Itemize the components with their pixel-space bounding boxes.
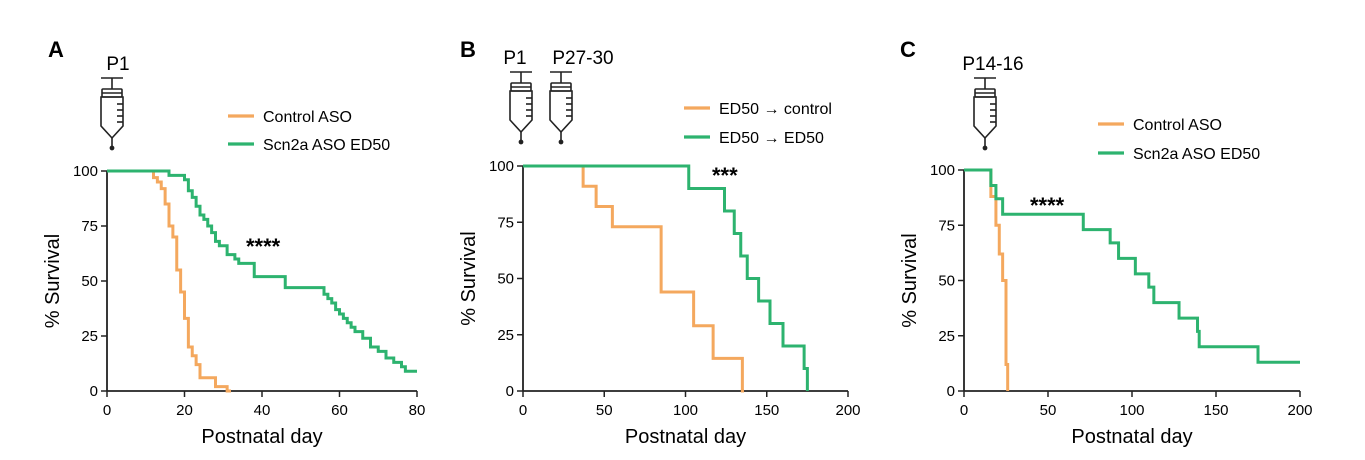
series-line-2 xyxy=(964,168,1300,364)
y-tick-label: 25 xyxy=(497,327,514,344)
panel-c: C P14-16 0 50 100 150 200 0 25 50 75 100 Postnatal d… xyxy=(899,37,1313,448)
x-tick-label: 0 xyxy=(519,402,527,419)
y-tick-label: 0 xyxy=(506,383,514,400)
y-tick-label: 50 xyxy=(81,273,98,290)
panel-letter: B xyxy=(460,37,476,62)
y-tick-label: 50 xyxy=(497,271,514,288)
y-tick-label: 0 xyxy=(90,383,98,400)
x-tick-label: 150 xyxy=(754,402,779,419)
injection-label: P14-16 xyxy=(962,54,1023,75)
x-tick-label: 100 xyxy=(1119,402,1144,419)
significance-annotation: **** xyxy=(246,234,281,259)
x-tick-label: 100 xyxy=(673,402,698,419)
x-tick-label: 80 xyxy=(409,402,426,419)
x-axis-title: Postnatal day xyxy=(201,426,322,448)
series-line-2 xyxy=(523,164,809,391)
injection-label: P1 xyxy=(106,54,129,75)
significance-annotation: **** xyxy=(1030,193,1065,218)
series-line-1 xyxy=(523,164,744,393)
y-tick-label: 25 xyxy=(81,328,98,345)
legend-label: ED50 → control xyxy=(719,101,832,118)
y-axis-title: % Survival xyxy=(42,234,64,328)
legend-label: Control ASO xyxy=(263,109,352,126)
y-tick-label: 100 xyxy=(73,163,98,180)
y-tick-label: 75 xyxy=(938,217,955,234)
panel-b: B P1 P27-30 0 50 100 150 200 0 25 50 75 100 Postnatal… xyxy=(458,37,861,448)
y-tick-label: 25 xyxy=(938,328,955,345)
series-line-1 xyxy=(107,169,231,393)
panel-letter: C xyxy=(900,37,916,62)
significance-annotation: *** xyxy=(712,163,738,188)
y-tick-label: 0 xyxy=(947,383,955,400)
syringe-icon xyxy=(509,71,533,145)
syringe-icon xyxy=(100,77,124,151)
x-tick-label: 0 xyxy=(960,402,968,419)
x-tick-label: 0 xyxy=(103,402,111,419)
syringe-icon xyxy=(973,77,997,151)
injection-label: P1 xyxy=(503,48,526,69)
y-tick-label: 100 xyxy=(489,158,514,175)
x-tick-label: 200 xyxy=(835,402,860,419)
syringe-icon xyxy=(549,71,573,145)
x-tick-label: 150 xyxy=(1203,402,1228,419)
x-tick-label: 200 xyxy=(1287,402,1312,419)
y-tick-label: 75 xyxy=(81,218,98,235)
x-tick-label: 40 xyxy=(254,402,271,419)
x-axis-title: Postnatal day xyxy=(625,426,746,448)
y-tick-label: 50 xyxy=(938,273,955,290)
legend-label: Control ASO xyxy=(1133,117,1222,134)
series-line-2 xyxy=(107,169,417,373)
x-tick-label: 60 xyxy=(331,402,348,419)
y-tick-label: 75 xyxy=(497,214,514,231)
legend-label: ED50 → ED50 xyxy=(719,130,824,147)
series-line-1 xyxy=(964,168,1010,391)
x-tick-label: 50 xyxy=(596,402,613,419)
legend-label: Scn2a ASO ED50 xyxy=(263,137,390,154)
panel-letter: A xyxy=(48,37,64,62)
injection-label: P27-30 xyxy=(552,48,613,69)
legend-label: Scn2a ASO ED50 xyxy=(1133,146,1260,163)
y-axis-title: % Survival xyxy=(458,231,480,325)
x-axis-title: Postnatal day xyxy=(1071,426,1192,448)
y-tick-label: 100 xyxy=(930,162,955,179)
x-tick-label: 50 xyxy=(1040,402,1057,419)
panel-a: A P1 0 20 40 60 80 0 25 50 75 100 Postnatal day % Sur… xyxy=(42,37,425,448)
x-tick-label: 20 xyxy=(176,402,193,419)
y-axis-title: % Survival xyxy=(899,233,921,327)
